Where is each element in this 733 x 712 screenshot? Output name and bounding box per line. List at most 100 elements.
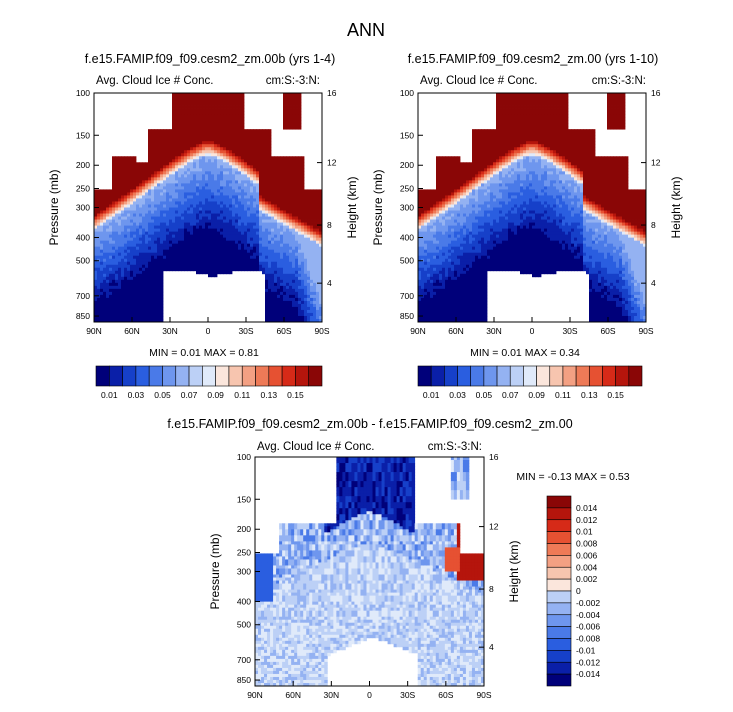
field-cell bbox=[157, 183, 161, 187]
field-cell bbox=[445, 168, 449, 172]
field-2 bbox=[418, 93, 647, 323]
field-cell bbox=[103, 312, 107, 317]
field-cell bbox=[259, 165, 263, 169]
field-cell bbox=[286, 96, 290, 100]
field-cell bbox=[193, 105, 197, 109]
field-cell bbox=[181, 252, 185, 257]
field-cell bbox=[439, 294, 443, 299]
field-cell bbox=[454, 168, 458, 172]
field-cell bbox=[154, 312, 158, 317]
field-cell bbox=[139, 177, 143, 181]
field-cell bbox=[124, 267, 128, 272]
field-cell bbox=[151, 195, 155, 199]
field-cell bbox=[313, 300, 317, 305]
field-cell bbox=[430, 291, 434, 296]
field-cell bbox=[193, 183, 197, 187]
field-cell bbox=[130, 168, 134, 172]
field-cell bbox=[301, 264, 305, 269]
field-cell bbox=[448, 282, 452, 287]
field-cell bbox=[148, 144, 152, 148]
field-cell bbox=[307, 303, 311, 308]
field-cell bbox=[193, 159, 197, 163]
field-cell bbox=[199, 117, 203, 121]
field-cell bbox=[148, 138, 152, 142]
field-cell bbox=[133, 171, 137, 175]
field-cell bbox=[439, 210, 443, 214]
field-cell bbox=[262, 141, 266, 145]
field-cell bbox=[148, 198, 152, 202]
field-cell bbox=[211, 174, 215, 178]
field-cell bbox=[121, 306, 125, 311]
field-cell bbox=[241, 267, 245, 272]
field-cell bbox=[220, 99, 224, 103]
field-cell bbox=[214, 174, 218, 178]
field-cell bbox=[256, 267, 260, 272]
field-cell bbox=[133, 291, 137, 296]
field-cell bbox=[244, 240, 248, 245]
field-cell bbox=[202, 171, 206, 175]
field-cell bbox=[310, 267, 314, 272]
field-cell bbox=[232, 153, 236, 157]
field-cell bbox=[286, 306, 290, 311]
field-cell bbox=[229, 114, 233, 118]
field-cell bbox=[301, 246, 305, 251]
field-cell bbox=[205, 126, 209, 130]
field-cell bbox=[265, 231, 269, 236]
field-cell bbox=[238, 147, 242, 151]
field-cell bbox=[268, 315, 272, 320]
field-cell bbox=[283, 279, 287, 284]
field-cell bbox=[319, 294, 323, 299]
field-cell bbox=[94, 294, 98, 299]
field-cell bbox=[310, 252, 314, 257]
field-cell bbox=[442, 294, 446, 299]
field-cell bbox=[226, 126, 230, 130]
field-cell bbox=[184, 177, 188, 181]
field-cell bbox=[184, 186, 188, 190]
field-cell bbox=[223, 120, 227, 124]
field-cell bbox=[265, 153, 269, 157]
field-cell bbox=[265, 225, 269, 229]
field-cell bbox=[220, 237, 224, 242]
field-cell bbox=[433, 267, 437, 272]
field-cell bbox=[142, 171, 146, 175]
field-cell bbox=[313, 201, 317, 205]
field-cell bbox=[202, 264, 206, 269]
field-cell bbox=[451, 264, 455, 269]
field-cell bbox=[199, 183, 203, 187]
field-cell bbox=[190, 159, 194, 163]
field-cell bbox=[418, 192, 422, 196]
field-cell bbox=[244, 249, 248, 254]
field-cell bbox=[448, 210, 452, 214]
field-cell bbox=[151, 315, 155, 320]
field-cell bbox=[145, 180, 149, 184]
field-cell bbox=[457, 195, 461, 199]
field-cell bbox=[256, 162, 260, 166]
y-tick-label: 200 bbox=[76, 160, 90, 170]
field-cell bbox=[292, 183, 296, 187]
field-cell bbox=[241, 189, 245, 193]
field-cell bbox=[226, 141, 230, 145]
field-cell bbox=[301, 240, 305, 245]
field-cell bbox=[280, 270, 284, 275]
field-cell bbox=[298, 93, 302, 97]
field-cell bbox=[142, 180, 146, 184]
field-cell bbox=[139, 267, 143, 272]
field-cell bbox=[226, 132, 230, 136]
field-cell bbox=[424, 312, 428, 317]
field-cell bbox=[121, 258, 125, 263]
field-cell bbox=[205, 216, 209, 220]
field-cell bbox=[214, 177, 218, 181]
field-cell bbox=[163, 180, 167, 184]
field-cell bbox=[112, 198, 116, 202]
field-cell bbox=[274, 162, 278, 166]
field-cell bbox=[103, 216, 107, 220]
field-cell bbox=[277, 156, 281, 160]
field-cell bbox=[118, 294, 122, 299]
field-cell bbox=[241, 210, 245, 214]
field-cell bbox=[196, 156, 200, 160]
field-cell bbox=[427, 240, 431, 245]
field-cell bbox=[286, 222, 290, 226]
field-cell bbox=[184, 111, 188, 115]
field-cell bbox=[223, 177, 227, 181]
field-cell bbox=[307, 273, 311, 278]
